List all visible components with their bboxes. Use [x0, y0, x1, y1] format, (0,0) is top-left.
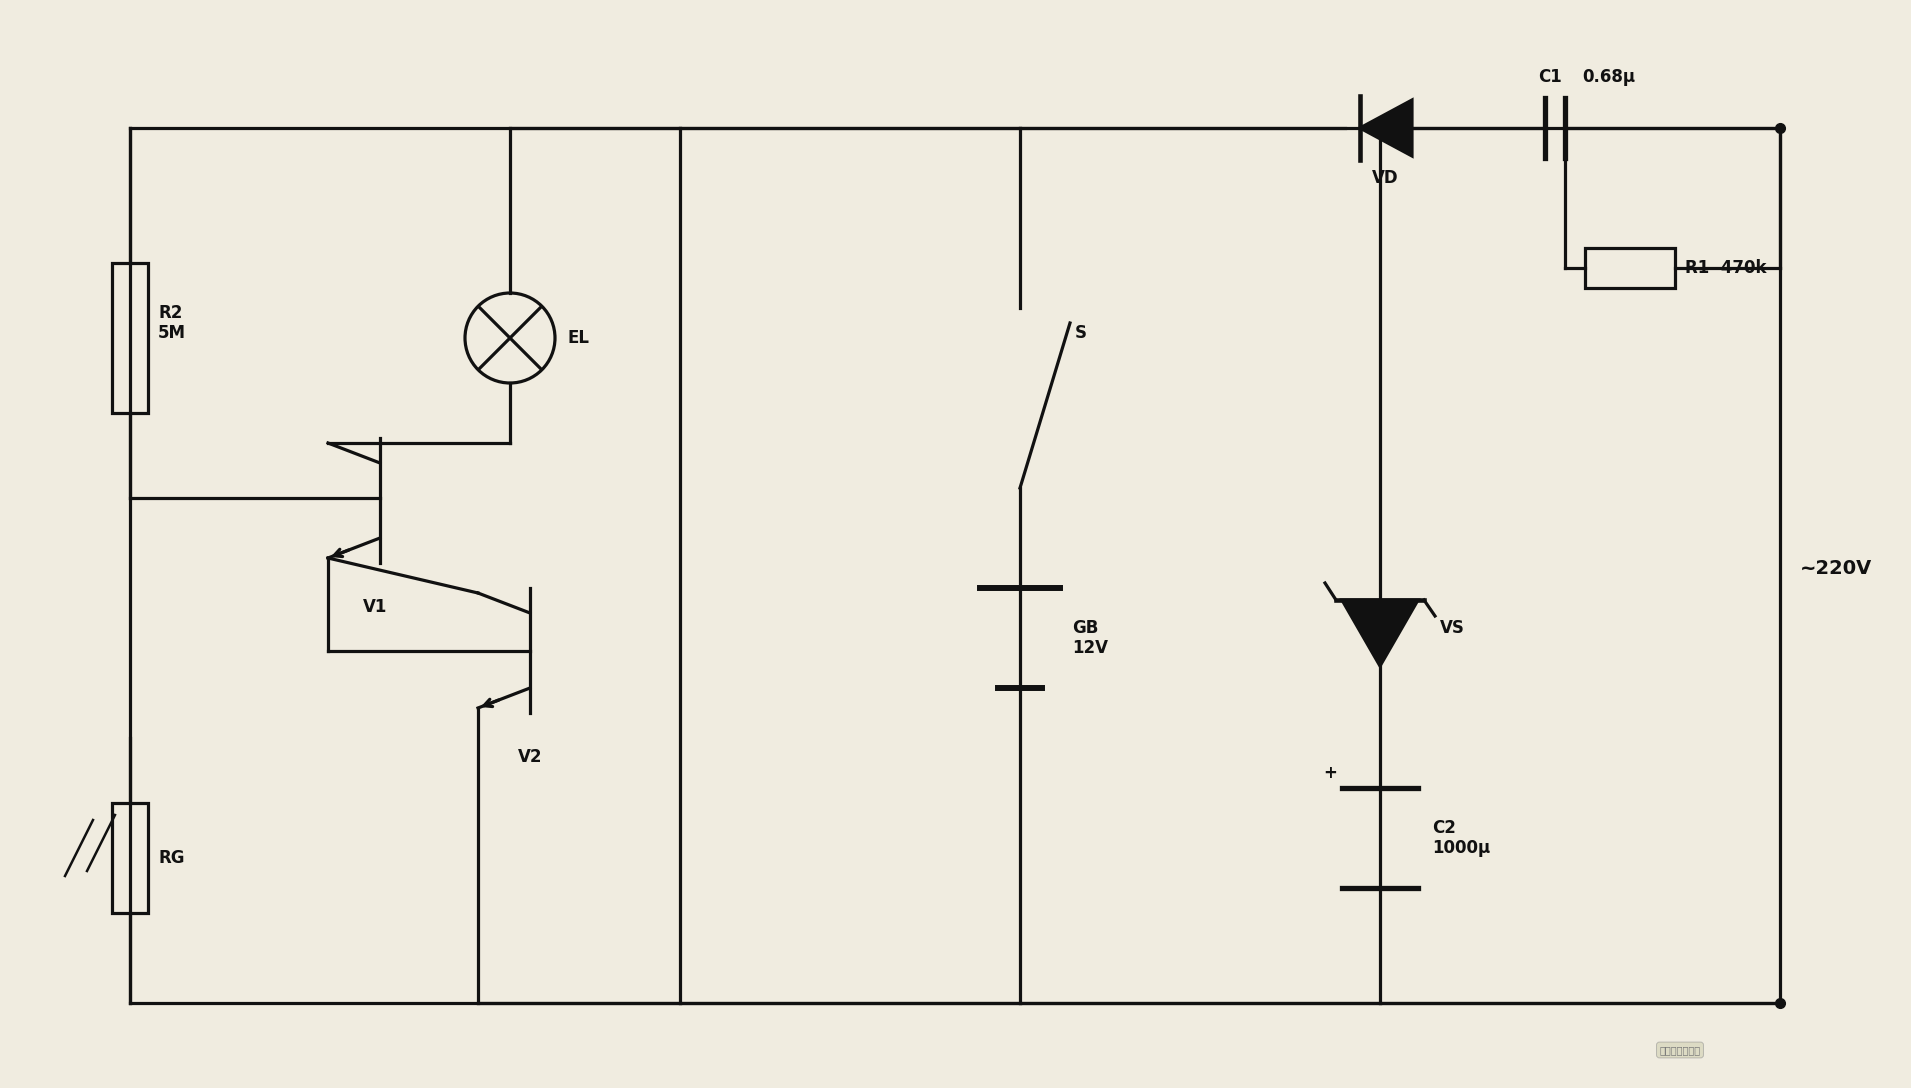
Text: GB
12V: GB 12V [1072, 619, 1108, 657]
Text: EL: EL [568, 329, 589, 347]
Text: C2
1000μ: C2 1000μ [1431, 818, 1491, 857]
Text: VD: VD [1372, 169, 1399, 187]
Text: +: + [1322, 764, 1338, 782]
Text: C1: C1 [1538, 69, 1561, 86]
Text: 维库电子市场网: 维库电子市场网 [1659, 1044, 1701, 1055]
Text: V2: V2 [518, 749, 543, 766]
Text: 0.68μ: 0.68μ [1582, 69, 1636, 86]
Bar [113, 263, 147, 413]
Polygon shape [1361, 100, 1412, 156]
Text: V1: V1 [363, 598, 388, 616]
Text: RG: RG [159, 849, 185, 867]
Text: ~220V: ~220V [1800, 558, 1873, 578]
Bar [113, 803, 147, 913]
Text: VS: VS [1441, 619, 1466, 636]
Text: R2
5M: R2 5M [159, 304, 185, 343]
Text: S: S [1076, 324, 1087, 342]
Polygon shape [1342, 599, 1418, 666]
Text: R1  470k: R1 470k [1686, 259, 1766, 277]
Bar [1584, 248, 1676, 288]
